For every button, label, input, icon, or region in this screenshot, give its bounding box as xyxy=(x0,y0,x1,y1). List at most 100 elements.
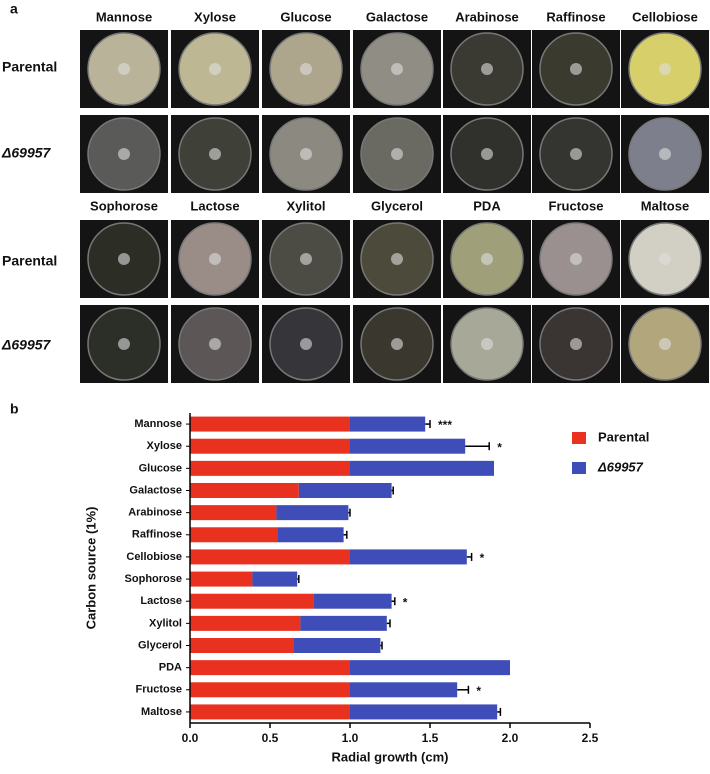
medium-label: Xylose xyxy=(194,9,236,24)
medium-label: Galactose xyxy=(366,9,428,24)
error-bar xyxy=(297,575,300,584)
x-axis-title: Radial growth (cm) xyxy=(331,749,448,764)
error-bar xyxy=(386,619,391,628)
bar-segment xyxy=(190,416,350,432)
error-bar xyxy=(391,486,394,495)
colony xyxy=(209,148,221,160)
bar-segment xyxy=(350,438,466,454)
colony xyxy=(570,63,582,75)
y-tick-label: Xylitol xyxy=(149,617,182,629)
colony xyxy=(481,338,493,350)
x-tick-label: 0.5 xyxy=(262,731,279,745)
bar-segment xyxy=(190,549,350,565)
y-tick-label: Galactose xyxy=(129,484,182,496)
bar-segment xyxy=(190,615,301,631)
medium-label: Glycerol xyxy=(371,198,423,213)
bar-segment xyxy=(252,571,298,587)
error-bar xyxy=(343,530,348,539)
colony xyxy=(570,338,582,350)
bar-segment xyxy=(190,460,350,476)
significance: * xyxy=(403,595,408,609)
medium-label: Arabinose xyxy=(455,9,519,24)
y-tick-label: Glycerol xyxy=(138,639,182,651)
bar-segment xyxy=(190,682,350,698)
colony xyxy=(659,148,671,160)
medium-label: Lactose xyxy=(190,198,239,213)
bar-segment xyxy=(278,527,344,543)
medium-label: PDA xyxy=(473,198,501,213)
bar-segment xyxy=(350,460,494,476)
medium-label: Glucose xyxy=(280,9,331,24)
colony xyxy=(659,338,671,350)
colony xyxy=(391,338,403,350)
bar-segment xyxy=(350,416,426,432)
bar-segment xyxy=(190,483,299,498)
significance: * xyxy=(497,440,502,454)
y-tick-label: Fructose xyxy=(136,684,182,696)
bar-segment xyxy=(190,438,350,454)
colony xyxy=(300,148,312,160)
colony xyxy=(659,63,671,75)
colony xyxy=(391,148,403,160)
colony xyxy=(209,63,221,75)
error-bar xyxy=(457,685,470,694)
y-axis-title: Carbon source (1%) xyxy=(83,507,98,630)
colony xyxy=(118,338,130,350)
colony xyxy=(209,338,221,350)
bar-segment xyxy=(298,483,392,498)
bar-segment xyxy=(190,638,294,653)
legend-label: Parental xyxy=(598,429,649,444)
colony xyxy=(659,253,671,265)
bar-segment xyxy=(190,593,314,609)
colony xyxy=(300,338,312,350)
bar-segment xyxy=(294,638,381,653)
colony xyxy=(481,253,493,265)
y-tick-label: Arabinose xyxy=(128,507,182,519)
y-tick-label: Xylose xyxy=(147,440,182,452)
y-tick-label: Glucose xyxy=(139,462,182,474)
colony xyxy=(481,148,493,160)
colony xyxy=(570,253,582,265)
y-tick-label: Mannose xyxy=(134,418,182,430)
row-label: Parental xyxy=(2,59,57,75)
significance: * xyxy=(480,551,485,565)
colony xyxy=(118,148,130,160)
medium-label: Cellobiose xyxy=(632,9,698,24)
colony xyxy=(570,148,582,160)
significance: * xyxy=(476,684,481,698)
bar-segment xyxy=(190,571,253,587)
colony xyxy=(300,63,312,75)
bar-segment xyxy=(190,660,350,676)
y-tick-label: Lactose xyxy=(140,595,182,607)
x-tick-label: 2.0 xyxy=(502,731,519,745)
colony xyxy=(391,253,403,265)
colony xyxy=(391,63,403,75)
row-label: Parental xyxy=(2,253,57,269)
bar-segment xyxy=(190,527,278,543)
error-bar xyxy=(425,420,431,429)
x-tick-label: 1.0 xyxy=(342,731,359,745)
x-tick-label: 0.0 xyxy=(182,731,199,745)
error-bar xyxy=(465,442,490,451)
panel-label: a xyxy=(10,1,18,17)
significance: *** xyxy=(438,418,452,432)
x-tick-label: 1.5 xyxy=(422,731,439,745)
y-tick-label: PDA xyxy=(159,662,182,674)
error-bar xyxy=(391,597,396,606)
bar-segment xyxy=(350,549,467,565)
bar-segment xyxy=(350,682,458,698)
legend-swatch xyxy=(572,432,586,444)
bar-segment xyxy=(350,660,510,676)
y-tick-label: Raffinose xyxy=(132,529,182,541)
colony xyxy=(209,253,221,265)
medium-label: Maltose xyxy=(641,198,689,213)
legend-swatch xyxy=(572,462,586,474)
bar-segment xyxy=(190,505,277,521)
bar-segment xyxy=(300,615,387,631)
colony xyxy=(118,63,130,75)
colony xyxy=(300,253,312,265)
medium-label: Sophorose xyxy=(90,198,158,213)
error-bar xyxy=(466,552,473,561)
medium-label: Raffinose xyxy=(546,9,605,24)
